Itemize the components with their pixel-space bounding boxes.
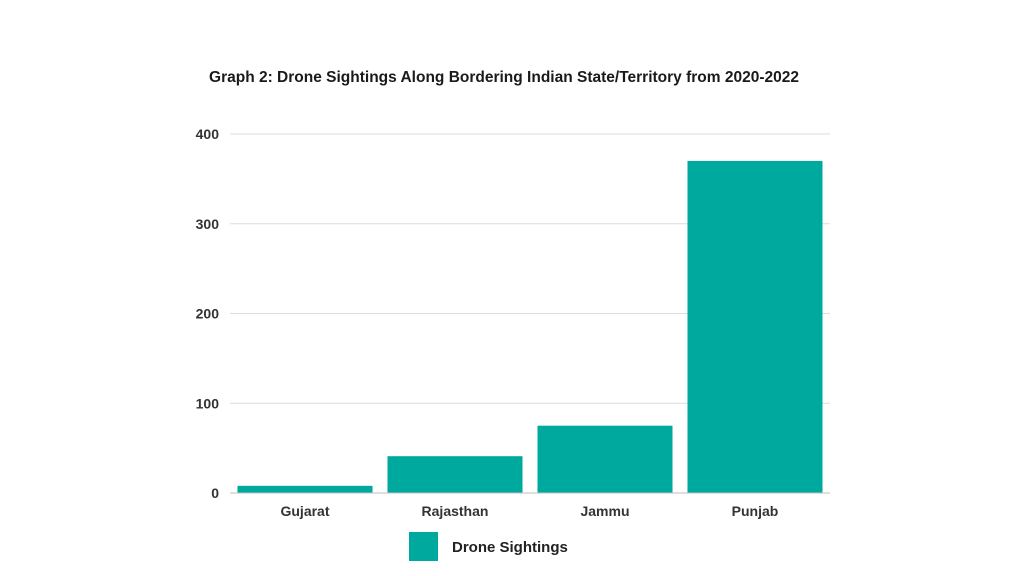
bar-rajasthan — [387, 456, 523, 493]
x-tick-label-rajasthan: Rajasthan — [422, 503, 489, 519]
x-tick-label-punjab: Punjab — [732, 503, 779, 519]
x-axis-ticks: Gujarat Rajasthan Jammu Punjab — [280, 503, 778, 519]
bar-punjab — [687, 160, 823, 494]
chart-title: Graph 2: Drone Sightings Along Bordering… — [209, 69, 799, 86]
y-tick-label-100: 100 — [196, 395, 220, 411]
y-tick-label-400: 400 — [196, 126, 220, 142]
bar-gujarat — [237, 485, 373, 493]
bars — [237, 160, 823, 494]
y-tick-label-300: 300 — [196, 216, 220, 232]
y-axis-ticks: 0 100 200 300 400 — [196, 126, 220, 501]
legend-swatch-drone-sightings — [409, 532, 438, 561]
legend: Drone Sightings — [409, 532, 568, 561]
y-tick-label-200: 200 — [196, 306, 220, 322]
y-tick-label-0: 0 — [211, 485, 219, 501]
x-tick-label-jammu: Jammu — [580, 503, 629, 519]
x-tick-label-gujarat: Gujarat — [280, 503, 329, 519]
bar-jammu — [537, 425, 673, 493]
legend-label-drone-sightings: Drone Sightings — [452, 539, 568, 556]
